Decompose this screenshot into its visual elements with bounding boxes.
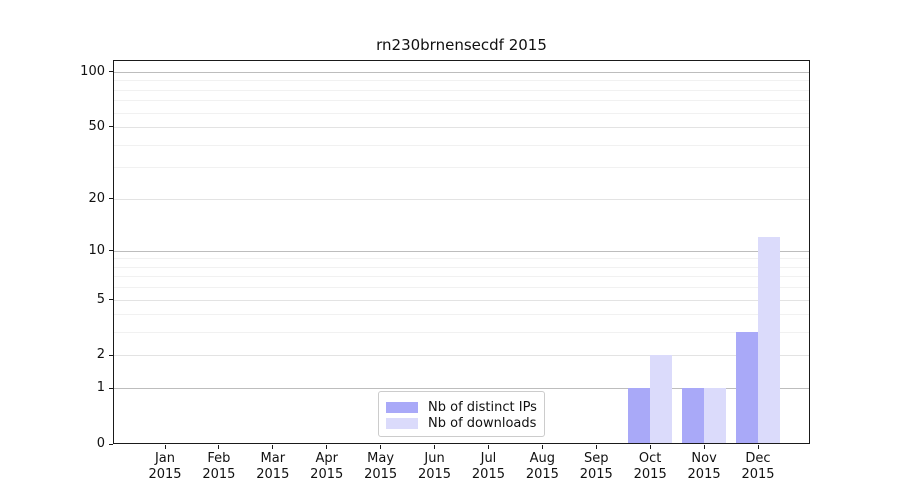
gridline-minor bbox=[114, 314, 809, 315]
y-axis-tick bbox=[109, 126, 113, 128]
y-axis-tick bbox=[109, 387, 113, 389]
x-axis-tick bbox=[326, 445, 328, 449]
x-axis-label: Apr 2015 bbox=[299, 451, 355, 483]
gridline-minor bbox=[114, 332, 809, 333]
x-axis-label-month: Jan bbox=[154, 451, 176, 466]
x-axis-label-month: Aug bbox=[529, 451, 556, 466]
x-axis-label: Mar 2015 bbox=[245, 451, 301, 483]
legend-item-downloads: Nb of downloads bbox=[386, 415, 537, 431]
x-axis-label-year: 2015 bbox=[687, 467, 721, 482]
x-axis-label-month: Jul bbox=[480, 451, 497, 466]
bar-distinct-ips-oct bbox=[628, 388, 651, 443]
x-axis-label-year: 2015 bbox=[633, 467, 667, 482]
y-axis-label: 5 bbox=[96, 291, 105, 307]
x-axis-label-year: 2015 bbox=[148, 467, 182, 482]
x-axis-label-month: Nov bbox=[691, 451, 717, 466]
x-axis-label-month: Mar bbox=[260, 451, 286, 466]
y-axis-tick bbox=[109, 250, 113, 252]
gridline-minor bbox=[114, 100, 809, 101]
bar-distinct-ips-dec bbox=[736, 332, 758, 443]
x-axis-label: Jul 2015 bbox=[460, 451, 516, 483]
x-axis-tick bbox=[595, 445, 597, 449]
x-axis-label-month: Feb bbox=[207, 451, 231, 466]
x-axis-label-year: 2015 bbox=[579, 467, 613, 482]
x-axis-label: Dec 2015 bbox=[730, 451, 786, 483]
x-axis-tick bbox=[164, 445, 166, 449]
x-axis-tick bbox=[380, 445, 382, 449]
gridline-major bbox=[114, 388, 809, 389]
gridline-minor bbox=[114, 258, 809, 259]
x-axis-label-month: Jun bbox=[424, 451, 445, 466]
x-axis-tick bbox=[649, 445, 651, 449]
x-axis-label-year: 2015 bbox=[202, 467, 236, 482]
x-axis-label-month: Dec bbox=[745, 451, 771, 466]
gridline-minor bbox=[114, 80, 809, 81]
x-axis-label-year: 2015 bbox=[364, 467, 398, 482]
x-axis-label-year: 2015 bbox=[471, 467, 505, 482]
gridline-minor bbox=[114, 276, 809, 277]
gridline-major bbox=[114, 251, 809, 252]
x-axis-label-month: Sep bbox=[584, 451, 609, 466]
y-axis-tick bbox=[109, 71, 113, 73]
x-axis-label-month: May bbox=[367, 451, 395, 466]
y-axis-label: 0 bbox=[96, 436, 105, 451]
x-axis-label: Aug 2015 bbox=[514, 451, 570, 483]
y-axis-label: 10 bbox=[88, 242, 105, 258]
x-axis-label-year: 2015 bbox=[417, 467, 452, 482]
x-axis-label-year: 2015 bbox=[310, 467, 344, 482]
gridline-minor bbox=[114, 287, 809, 288]
bar-distinct-ips-nov bbox=[682, 388, 705, 443]
x-axis-tick bbox=[272, 445, 274, 449]
y-axis-label: 50 bbox=[88, 118, 105, 134]
bar-downloads-dec bbox=[758, 237, 780, 443]
x-axis-tick bbox=[487, 445, 489, 449]
y-axis-label: 1 bbox=[96, 380, 105, 396]
downloads-swatch-icon bbox=[386, 417, 418, 429]
y-axis-label: 20 bbox=[88, 190, 105, 206]
gridline-minor bbox=[114, 267, 809, 268]
legend-label-distinct-ips: Nb of distinct IPs bbox=[428, 399, 537, 415]
gridline-major bbox=[114, 72, 809, 73]
gridline bbox=[114, 355, 809, 356]
y-axis-label: 100 bbox=[80, 63, 105, 79]
x-axis-tick bbox=[434, 445, 436, 449]
legend-item-distinct-ips: Nb of distinct IPs bbox=[386, 399, 537, 415]
plot-area bbox=[113, 60, 810, 444]
x-axis-label: Feb 2015 bbox=[191, 451, 247, 483]
legend-label-downloads: Nb of downloads bbox=[428, 415, 537, 431]
bar-downloads-oct bbox=[650, 355, 672, 443]
gridline bbox=[114, 199, 809, 200]
x-axis-label-year: 2015 bbox=[525, 467, 559, 482]
bar-downloads-nov bbox=[704, 388, 726, 443]
legend: Nb of distinct IPs Nb of downloads bbox=[378, 391, 545, 437]
y-axis-tick bbox=[109, 354, 113, 356]
gridline-minor bbox=[114, 113, 809, 114]
x-axis-tick bbox=[757, 445, 759, 449]
gridline-minor bbox=[114, 90, 809, 91]
x-axis-label: Sep 2015 bbox=[568, 451, 624, 483]
x-axis-label: May 2015 bbox=[353, 451, 409, 483]
x-axis-label-year: 2015 bbox=[741, 467, 775, 482]
y-axis-tick bbox=[109, 299, 113, 301]
y-axis-label: 2 bbox=[96, 347, 105, 363]
gridline-minor bbox=[114, 167, 809, 168]
x-axis-label: Jun 2015 bbox=[407, 451, 463, 483]
x-axis-tick bbox=[703, 445, 705, 449]
x-axis-label: Nov 2015 bbox=[676, 451, 732, 483]
x-axis-tick bbox=[541, 445, 543, 449]
gridline bbox=[114, 127, 809, 128]
x-axis-label-month: Apr bbox=[315, 451, 338, 466]
y-axis-tick bbox=[109, 443, 113, 445]
gridline bbox=[114, 300, 809, 301]
chart-title: rn230brnensecdf 2015 bbox=[376, 36, 547, 54]
x-axis-label-year: 2015 bbox=[256, 467, 290, 482]
y-axis-tick bbox=[109, 198, 113, 199]
gridline-minor bbox=[114, 145, 809, 146]
x-axis-tick bbox=[218, 445, 220, 449]
x-axis-label-month: Oct bbox=[638, 451, 662, 466]
distinct-ips-swatch-icon bbox=[386, 401, 418, 413]
x-axis-label: Oct 2015 bbox=[622, 451, 678, 483]
x-axis-label: Jan 2015 bbox=[137, 451, 193, 483]
